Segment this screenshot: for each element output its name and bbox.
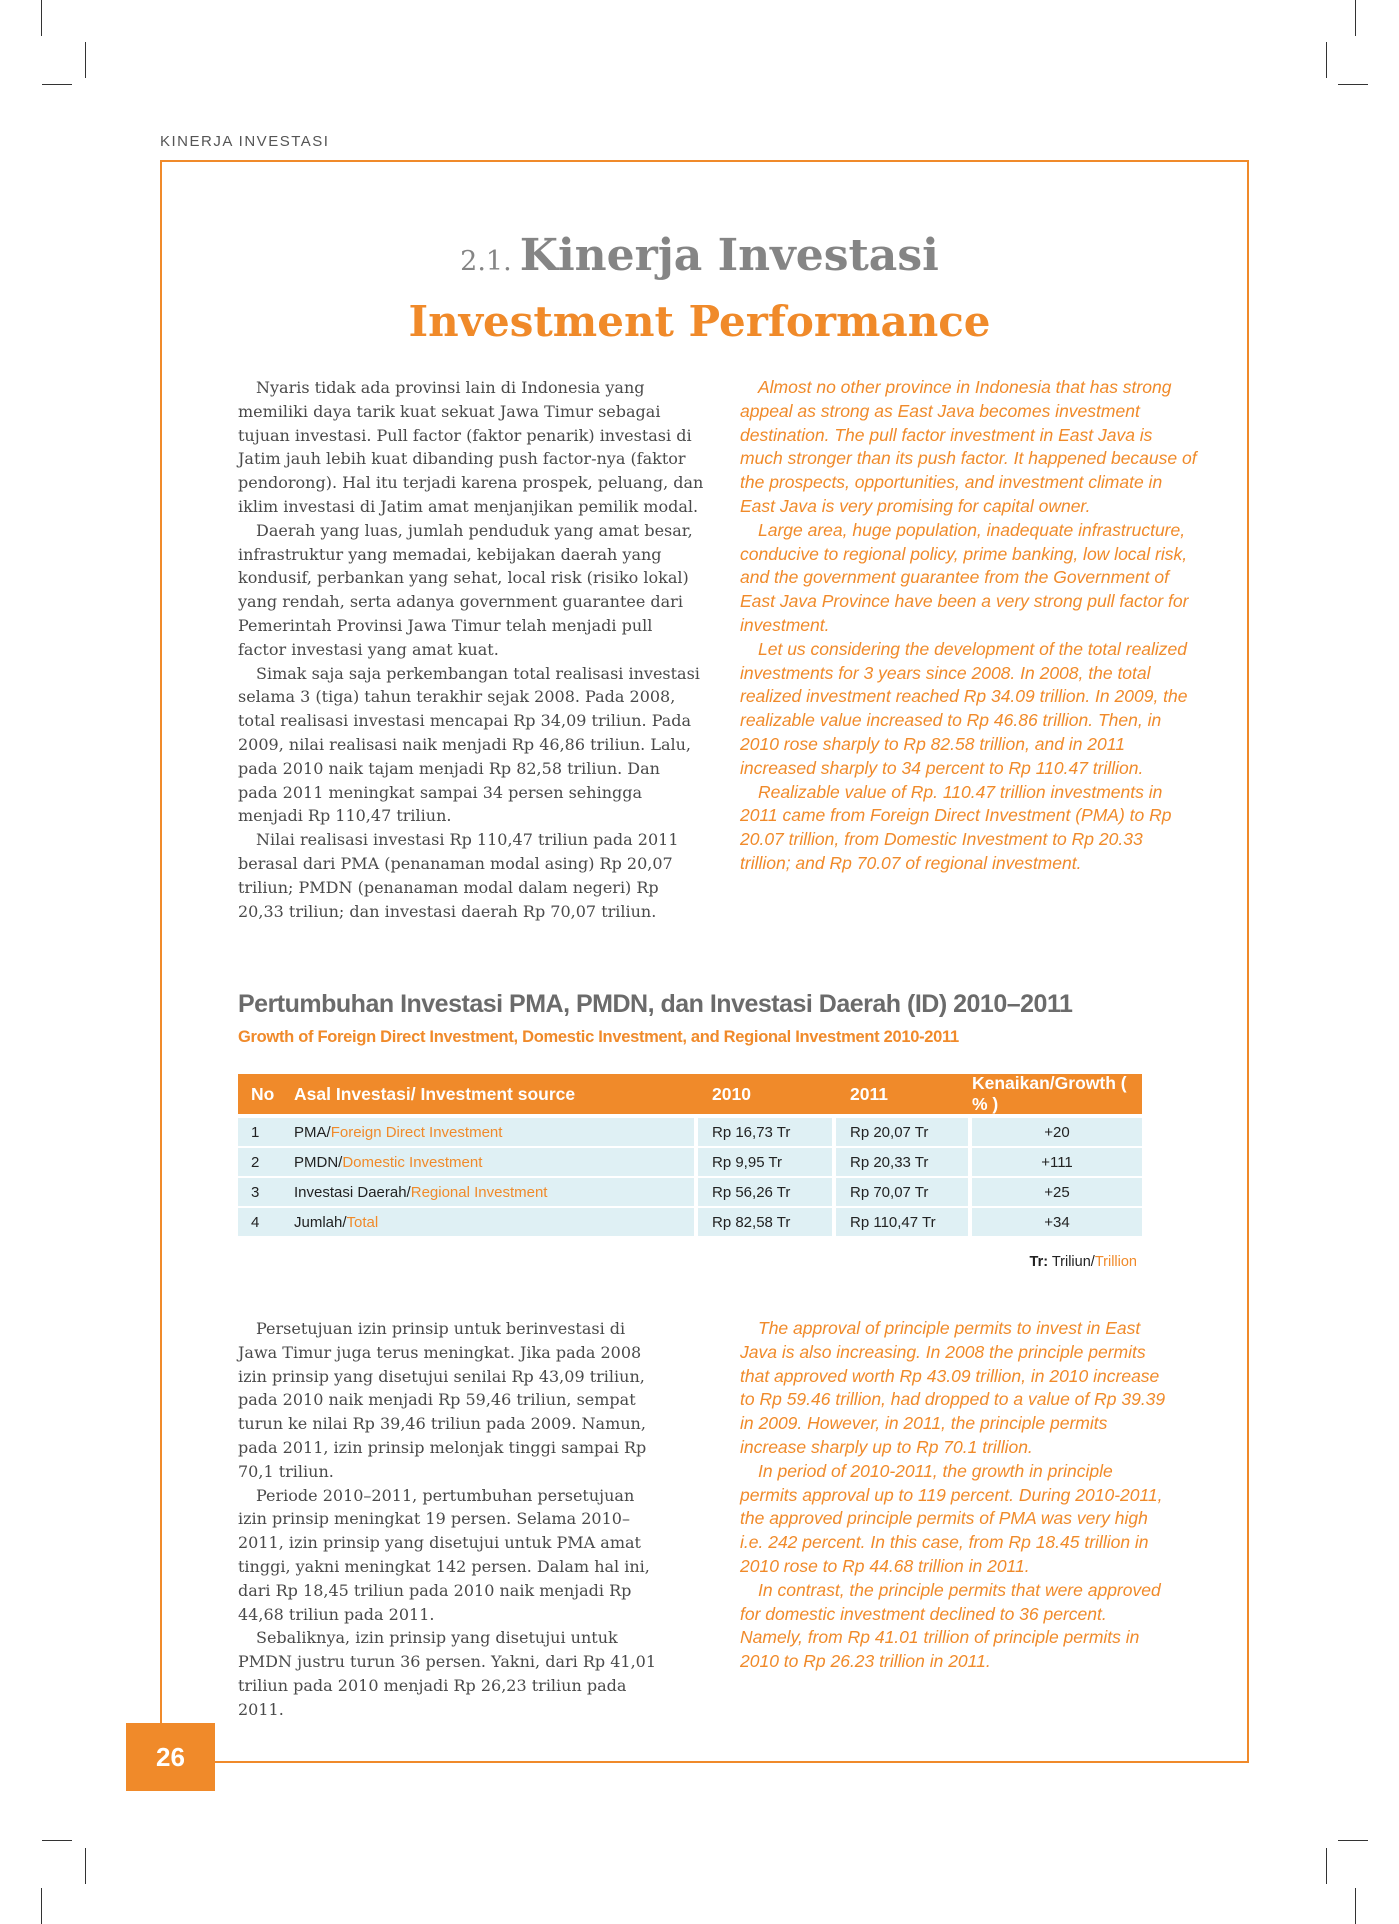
section2-english-column: The approval of principle permits to inv… [740,1317,1170,1674]
crop-mark [85,42,86,78]
section1-indonesian-column: Nyaris tidak ada provinsi lain di Indone… [238,376,704,923]
source-en: Regional Investment [410,1183,548,1201]
cell-no: 3 [238,1178,284,1208]
table-row: 1 PMA/ Foreign Direct Investment Rp 16,7… [238,1118,1142,1148]
page-number: 26 [126,1723,215,1791]
paragraph: Nilai realisasi investasi Rp 110,47 tril… [238,830,679,921]
source-en: Foreign Direct Investment [330,1123,503,1141]
content-frame [160,160,1249,1763]
source-id: PMA/ [294,1123,331,1141]
crop-mark [1338,1840,1368,1841]
table-row: 2 PMDN/ Domestic Investment Rp 9,95 Tr R… [238,1148,1142,1178]
paragraph: Simak saja saja perkembangan total reali… [238,663,700,826]
source-id: PMDN/ [294,1153,343,1171]
cell-2011: Rp 110,47 Tr [836,1208,972,1238]
paragraph: Periode 2010–2011, pertumbuhan persetuju… [238,1485,650,1624]
cell-growth: +20 [972,1118,1142,1148]
source-en: Total [346,1213,379,1231]
cell-growth: +25 [972,1178,1142,1208]
section2-indonesian-column: Persetujuan izin prinsip untuk berinvest… [238,1317,668,1722]
cell-growth: +111 [972,1148,1142,1178]
source-id: Jumlah/ [294,1213,347,1231]
note-id: Triliun/ [1048,1254,1095,1270]
table-row: 3 Investasi Daerah/ Regional Investment … [238,1178,1142,1208]
paragraph: Persetujuan izin prinsip untuk berinvest… [238,1319,647,1481]
paragraph: Nyaris tidak ada provinsi lain di Indone… [238,378,704,516]
crop-mark [42,84,72,85]
crop-mark [1326,1848,1327,1884]
cell-2011: Rp 20,33 Tr [836,1148,972,1178]
cell-growth: +34 [972,1208,1142,1238]
crop-mark [1326,42,1327,78]
paragraph: Sebaliknya, izin prinsip yang disetujui … [238,1628,657,1719]
paragraph: Large area, huge population, inadequate … [740,519,1189,635]
section-title: 2.1. Kinerja Investasi Investment Perform… [0,228,1399,352]
cell-source: Jumlah/Total [284,1208,698,1238]
table-header-row: No Asal Investasi/ Investment source 201… [238,1073,1142,1114]
paragraph: The approval of principle permits to inv… [740,1318,1166,1457]
crop-mark [1355,0,1356,36]
table-row: 4 Jumlah/Total Rp 82,58 Tr Rp 110,47 Tr … [238,1208,1142,1238]
note-label: Tr: [1029,1254,1049,1270]
cell-no: 4 [238,1208,284,1238]
crop-mark [85,1848,86,1884]
source-id: Investasi Daerah/ [294,1183,411,1201]
header-growth: Kenaikan/Growth ( % ) [972,1073,1127,1114]
note-en: Trillion [1094,1254,1137,1270]
cell-2011: Rp 70,07 Tr [836,1178,972,1208]
paragraph: Realizable value of Rp. 110.47 trillion … [740,781,1172,873]
title-english: Investment Performance [408,297,991,346]
cell-source: PMA/ Foreign Direct Investment [284,1118,698,1148]
table-subtitle: Growth of Foreign Direct Investment, Dom… [238,1028,959,1046]
paragraph: In contrast, the principle permits that … [740,1579,1161,1672]
investment-table: No Asal Investasi/ Investment source 201… [238,1073,1142,1238]
header-source: Asal Investasi/ Investment source [294,1083,576,1104]
paragraph: Daerah yang luas, jumlah penduduk yang a… [238,520,693,659]
cell-source: PMDN/ Domestic Investment [284,1148,698,1178]
title-indonesian: 2.1. Kinerja Investasi [0,228,1399,290]
table-title: Pertumbuhan Investasi PMA, PMDN, dan Inv… [238,990,1073,1018]
crop-mark [1338,84,1368,85]
crop-mark [41,0,42,36]
paragraph: In period of 2010-2011, the growth in pr… [740,1460,1163,1576]
running-header: KINERJA INVESTASI [160,133,330,150]
header-no: No [251,1083,275,1104]
table-note: Tr: Triliun/Trillion [900,1254,1137,1270]
cell-no: 2 [238,1148,284,1178]
cell-2010: Rp 9,95 Tr [698,1148,836,1178]
paragraph: Let us considering the development of th… [740,638,1188,778]
cell-2010: Rp 16,73 Tr [698,1118,836,1148]
cell-2010: Rp 82,58 Tr [698,1208,836,1238]
crop-mark [1355,1888,1356,1924]
cell-2010: Rp 56,26 Tr [698,1178,836,1208]
section1-english-column: Almost no other province in Indonesia th… [740,376,1198,876]
cell-no: 1 [238,1118,284,1148]
title-id-text: Kinerja Investasi [519,230,939,281]
cell-source: Investasi Daerah/ Regional Investment [284,1178,698,1208]
source-en: Domestic Investment [342,1153,483,1171]
section-number: 2.1. [460,246,512,277]
cell-2011: Rp 20,07 Tr [836,1118,972,1148]
header-2010: 2010 [712,1083,751,1104]
crop-mark [41,1888,42,1924]
crop-mark [42,1840,72,1841]
header-2011: 2011 [850,1083,888,1104]
paragraph: Almost no other province in Indonesia th… [740,377,1197,516]
